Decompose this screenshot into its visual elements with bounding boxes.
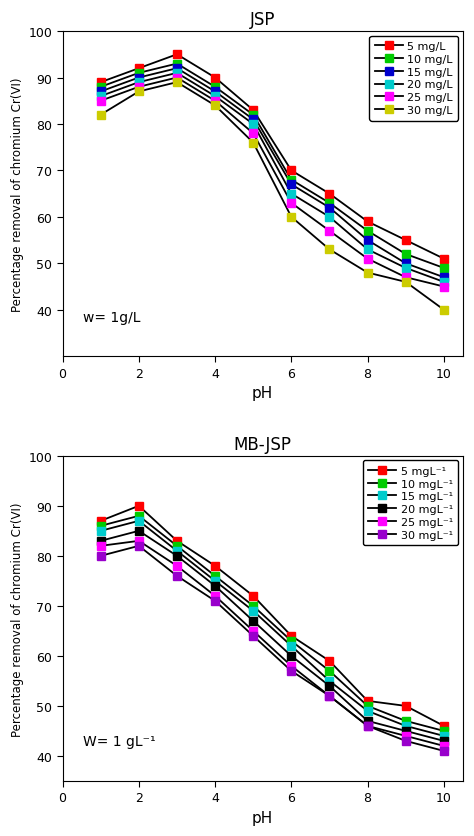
Title: JSP: JSP [250, 11, 275, 29]
X-axis label: pH: pH [252, 385, 273, 400]
Legend: 5 mgL⁻¹, 10 mgL⁻¹, 15 mgL⁻¹, 20 mgL⁻¹, 25 mgL⁻¹, 30 mgL⁻¹: 5 mgL⁻¹, 10 mgL⁻¹, 15 mgL⁻¹, 20 mgL⁻¹, 2… [363, 461, 458, 546]
Title: MB-JSP: MB-JSP [234, 436, 292, 453]
Y-axis label: Percentage removal of chromium Cr(VI): Percentage removal of chromium Cr(VI) [11, 77, 24, 312]
Text: W= 1 gL⁻¹: W= 1 gL⁻¹ [82, 735, 155, 748]
Text: w= 1g/L: w= 1g/L [82, 310, 140, 324]
Y-axis label: Percentage removal of chromium Cr(VI): Percentage removal of chromium Cr(VI) [11, 502, 24, 736]
X-axis label: pH: pH [252, 810, 273, 825]
Legend: 5 mg/L, 10 mg/L, 15 mg/L, 20 mg/L, 25 mg/L, 30 mg/L: 5 mg/L, 10 mg/L, 15 mg/L, 20 mg/L, 25 mg… [370, 37, 458, 121]
